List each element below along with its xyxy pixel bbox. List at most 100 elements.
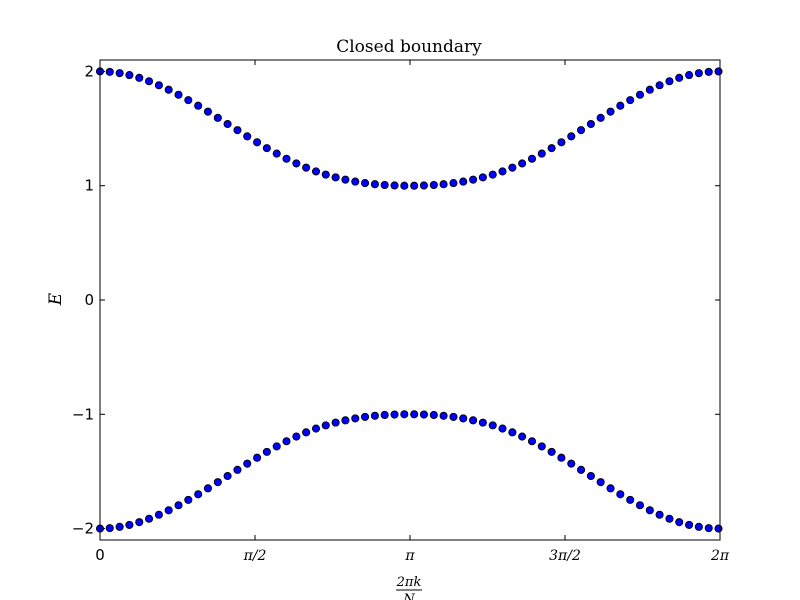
data-point [400,410,409,419]
data-point [429,410,438,420]
data-point [105,67,114,76]
plot-area-frame [99,59,721,541]
data-point [272,442,281,451]
data-point [488,170,497,179]
data-point [508,163,517,172]
data-point [174,90,183,99]
data-point [419,181,429,190]
data-point [341,416,350,425]
data-point [282,154,291,163]
data-point [144,77,154,86]
data-point [557,453,566,462]
data-point [360,179,370,188]
x-axis-label-numerator: 2πk [396,575,422,590]
data-point [596,113,605,122]
data-point [164,85,173,94]
data-point [410,410,419,419]
data-point [253,138,262,147]
data-point [302,428,311,437]
data-point [527,437,537,446]
data-point [360,412,370,421]
data-point [390,410,399,419]
data-point [498,424,507,433]
data-point [321,421,330,430]
y-tick-label: 2 [84,62,94,80]
data-point [429,180,438,190]
data-point [292,159,301,168]
data-point [508,428,517,437]
x-tick-label: π/2 [243,548,267,564]
data-point [469,416,478,425]
data-point [223,471,232,481]
data-point [685,71,694,80]
data-point [645,506,654,515]
data-point [154,510,163,519]
data-point [449,179,458,188]
data-point [655,81,664,90]
data-point [714,67,723,76]
data-points [95,67,723,533]
data-point [311,167,321,176]
data-point [635,90,645,99]
data-point [233,126,242,135]
data-point [694,522,703,531]
x-tick-label: 2π [710,548,730,564]
data-point [223,119,232,129]
data-point [518,432,527,441]
data-point [488,421,497,430]
y-tick-label: −2 [72,520,94,538]
data-point [616,490,625,499]
data-point [203,107,213,116]
data-point [694,69,703,78]
data-point [537,149,546,158]
data-point [655,510,664,519]
data-point [213,113,222,122]
data-point [606,484,615,493]
x-tick-label: 0 [95,546,105,564]
data-point [243,132,252,141]
data-point [380,180,389,190]
data-point [586,471,595,481]
data-point [154,81,163,90]
data-point [459,414,468,423]
data-point [704,67,713,76]
data-point [341,175,350,184]
data-point [213,478,222,487]
data-point [459,177,468,186]
data-point [292,432,301,441]
data-point [675,518,684,527]
data-point [380,410,389,420]
data-point [547,144,556,153]
data-point [586,119,595,129]
data-point [194,101,203,110]
data-point [262,447,271,456]
chart-title: Closed boundary [336,37,482,57]
data-point [557,138,566,147]
data-point [626,96,635,105]
data-point [439,180,448,189]
data-point [164,506,173,515]
data-point [665,77,674,86]
data-point [537,442,546,451]
data-point [439,411,448,420]
data-point [282,437,291,446]
data-point [390,181,399,190]
data-point [272,149,281,158]
data-point [714,524,723,533]
data-point [370,180,379,189]
data-point [184,495,193,504]
data-point [243,459,252,468]
data-point [616,101,625,110]
data-point [567,459,576,468]
data-point [194,490,203,499]
data-point [203,484,213,493]
data-point [253,453,262,462]
axis-ticks: 0 π/2 π 3π/2 2π 2 1 0 −1 −2 [72,60,730,564]
data-point [626,495,635,504]
data-point [184,96,193,105]
data-point [449,412,458,421]
data-point [704,524,713,533]
data-point [370,411,379,420]
data-point [567,132,576,141]
